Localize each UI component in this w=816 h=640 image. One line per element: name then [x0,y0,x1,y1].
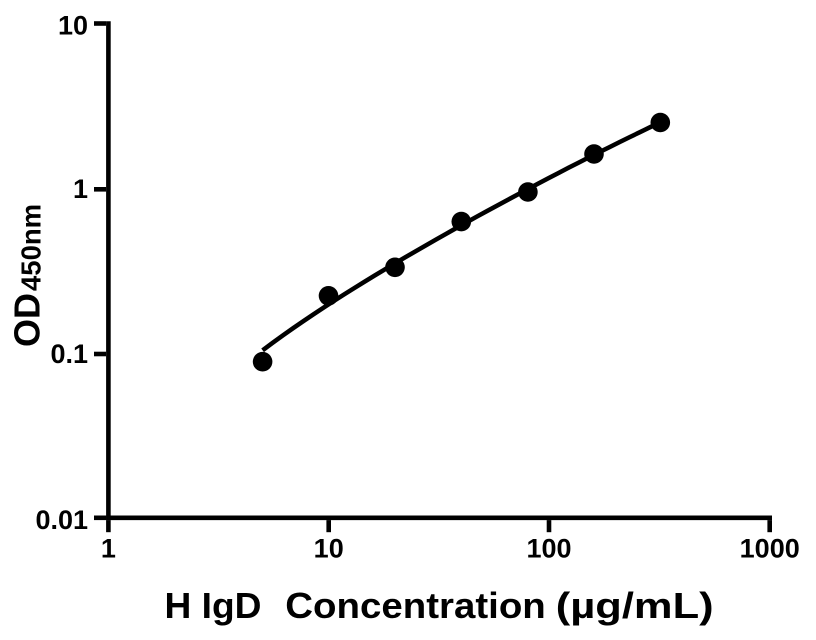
svg-text:1000: 1000 [740,534,800,564]
svg-text:1: 1 [73,174,88,204]
svg-text:0.01: 0.01 [35,505,88,535]
svg-text:1: 1 [101,534,116,564]
svg-text:Concentration: Concentration [285,585,546,626]
svg-text:10: 10 [58,10,88,40]
svg-text:H IgD: H IgD [165,585,262,626]
svg-text:10: 10 [314,534,344,564]
svg-text:(µg/mL): (µg/mL) [556,585,714,626]
svg-text:0.1: 0.1 [50,339,88,369]
svg-text:100: 100 [526,534,571,564]
